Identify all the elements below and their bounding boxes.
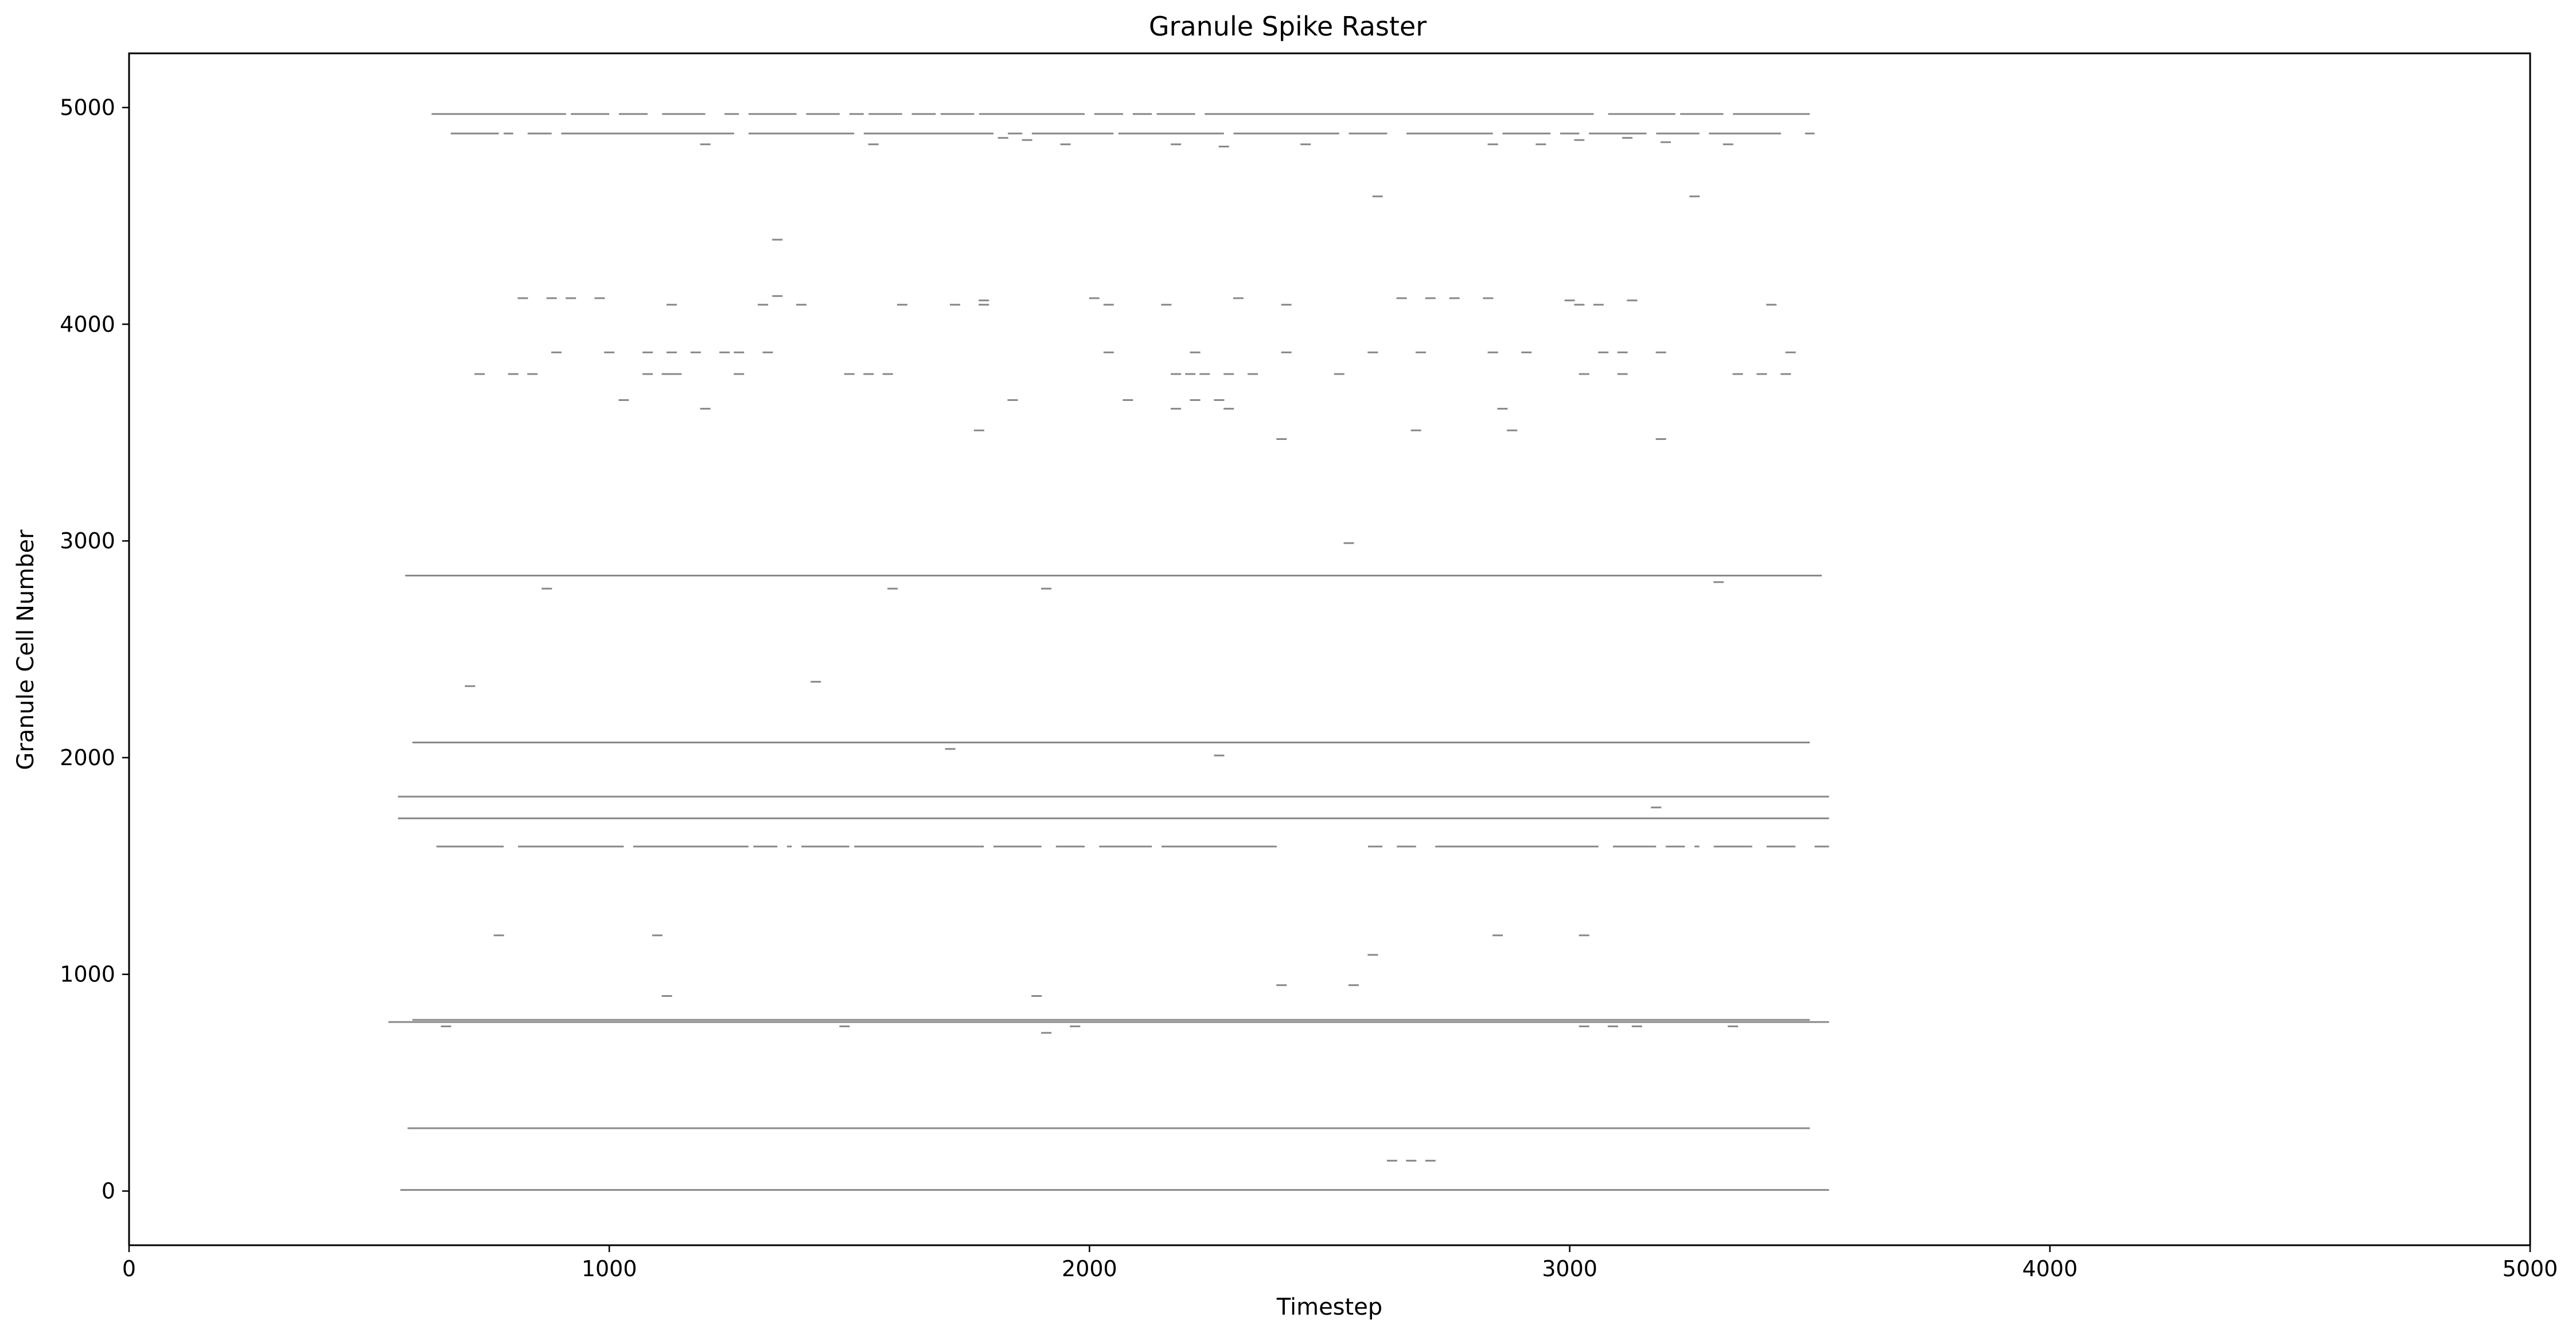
chart-title: Granule Spike Raster bbox=[1149, 11, 1427, 42]
y-tick-label: 5000 bbox=[60, 95, 115, 120]
y-tick-label: 2000 bbox=[60, 745, 115, 770]
y-tick-label: 4000 bbox=[60, 311, 115, 337]
x-axis-label: Timestep bbox=[1276, 1294, 1382, 1320]
x-axis: 0 1000 2000 3000 4000 5000 bbox=[122, 1245, 2558, 1281]
x-tick-label: 4000 bbox=[2022, 1256, 2078, 1281]
x-tick-label: 5000 bbox=[2503, 1256, 2558, 1281]
y-tick-label: 3000 bbox=[60, 528, 115, 553]
y-axis-label: Granule Cell Number bbox=[13, 529, 39, 770]
x-tick-label: 3000 bbox=[1542, 1256, 1597, 1281]
plot-frame bbox=[128, 52, 2531, 1246]
x-tick-label: 1000 bbox=[582, 1256, 637, 1281]
x-tick-label: 0 bbox=[122, 1256, 136, 1281]
y-tick-label: 1000 bbox=[60, 962, 115, 987]
y-tick-label: 0 bbox=[102, 1179, 115, 1204]
y-axis: 0 1000 2000 3000 4000 5000 bbox=[60, 95, 129, 1204]
x-tick-label: 2000 bbox=[1062, 1256, 1117, 1281]
spike-marks bbox=[388, 113, 1829, 1191]
